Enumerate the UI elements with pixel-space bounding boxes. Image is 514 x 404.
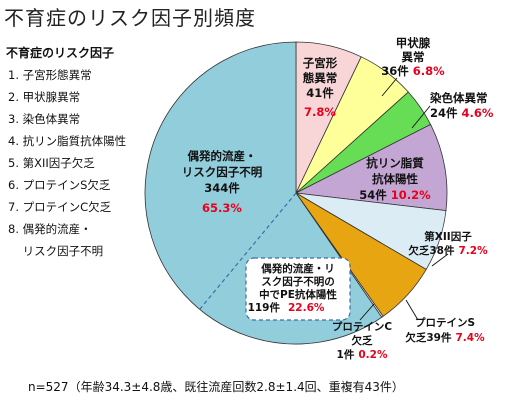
pie-label-protein-c: プロテインC 欠乏 1件 0.2% <box>332 320 392 361</box>
legend-item-factor12: 5. 第XII因子欠乏 <box>8 156 95 170</box>
label-line: 偶発的流産・ <box>188 149 257 163</box>
label-line: 子宮形 <box>303 56 338 70</box>
percent-value: 4.6% <box>462 106 494 120</box>
leader-chromosome <box>411 105 431 129</box>
label-line: 欠乏 <box>352 334 373 347</box>
label-line: 344件 <box>204 181 240 195</box>
callout-line: 119件 <box>248 301 281 314</box>
percent-value: 7.8% <box>304 105 336 119</box>
callout-line: 中でPE抗体陽性 <box>259 288 337 301</box>
leader-protein-s <box>405 299 419 321</box>
percent-value: 65.3% <box>202 201 242 215</box>
legend-title: 不育症のリスク因子 <box>6 46 115 60</box>
label-line: 36件 <box>381 64 409 78</box>
footer-note: n=527（年齢34.3±4.8歳、既往流産回数2.8±1.4回、重複有43件） <box>28 380 404 394</box>
legend-item-unexplained: 8. 偶発的流産・ リスク因子不明 <box>8 222 104 258</box>
pie-label-factor12: 第XII因子欠乏38件 7.2% <box>408 230 488 257</box>
legend-item-antiphospholipid: 4. 抗リン脂質抗体陽性 <box>8 134 127 148</box>
percent-value: 0.2% <box>358 349 388 361</box>
label-line: 態異常 <box>303 71 338 85</box>
pe-antibody-callout-text: 偶発的流産・リスク因子不明の中でPE抗体陽性 119件 22.6% <box>248 262 338 314</box>
label-line: 抗リン脂質 <box>366 156 424 170</box>
leader-factor12 <box>431 253 449 267</box>
label-line: リスク因子不明 <box>182 165 263 179</box>
label-line: プロテインC <box>332 320 392 333</box>
pie-label-chromosome: 染色体異常 24件 4.6% <box>429 91 494 120</box>
label-line: 甲状腺 <box>396 36 431 50</box>
callout-line: スク因子不明の <box>261 276 335 288</box>
legend-item-uterine: 1. 子宮形態異常 <box>8 68 92 82</box>
page-title: 不育症のリスク因子別頻度 <box>4 6 256 30</box>
callout-percent: 22.6% <box>288 302 325 314</box>
label-line: 第XII因子 <box>424 230 472 243</box>
pie-label-thyroid: 甲状腺異常 36件 6.8% <box>381 36 445 78</box>
label-line: 染色体異常 <box>429 91 488 105</box>
percent-value: 7.4% <box>456 332 486 344</box>
label-line: 欠乏39件 <box>405 331 452 344</box>
label-line: 54件 <box>359 188 387 202</box>
pie-label-antiphospholipid: 抗リン脂質抗体陽性 54件 10.2% <box>359 156 431 202</box>
pie-label-unexplained: 偶発的流産・リスク因子不明 344件 65.3% <box>182 149 263 215</box>
label-line: 41件 <box>306 86 334 100</box>
legend-item-protein-s: 6. プロテインS欠乏 <box>8 178 111 192</box>
leader-thyroid <box>381 77 398 97</box>
percent-value: 10.2% <box>391 188 431 202</box>
label-line: 24件 <box>430 106 458 120</box>
percent-value: 6.8% <box>413 64 445 78</box>
legend-list: 1. 子宮形態異常 2. 甲状腺異常 3. 染色体異常 4. 抗リン脂質抗体陽性… <box>8 64 126 262</box>
label-line: 抗体陽性 <box>372 172 418 186</box>
label-line: 欠乏38件 <box>408 244 455 257</box>
pie-label-uterine: 子宮形態異常 41件 7.8% <box>303 56 338 119</box>
callout-line: 偶発的流産・リ <box>260 262 335 275</box>
percent-value: 7.2% <box>459 245 489 257</box>
label-line: プロテインS <box>415 316 475 329</box>
label-line: 異常 <box>402 50 425 64</box>
pe-antibody-callout-box <box>245 257 351 321</box>
label-line: 1件 <box>337 348 355 361</box>
legend-item-thyroid: 2. 甲状腺異常 <box>8 90 81 104</box>
pie-slice-antiphospholipid <box>294 123 448 212</box>
legend-item-protein-c: 7. プロテインC欠乏 <box>8 200 112 214</box>
legend-item-chromosome: 3. 染色体異常 <box>8 112 81 126</box>
leader-protein-c <box>359 303 375 321</box>
pie-label-protein-s: プロテインS 欠乏39件 7.4% <box>405 316 485 344</box>
